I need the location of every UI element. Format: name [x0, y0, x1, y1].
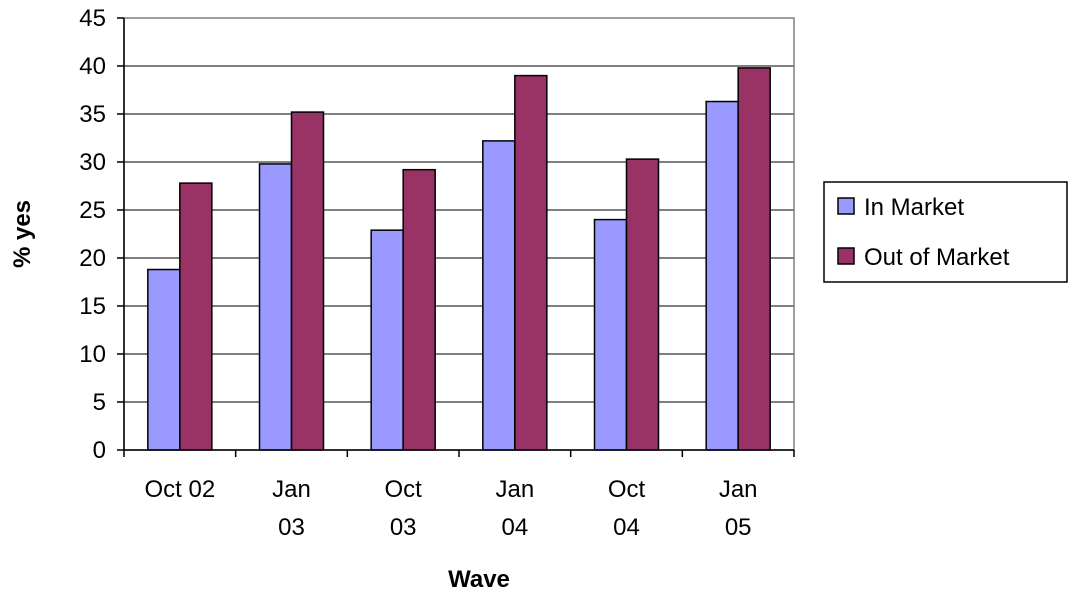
plot-area-frame	[123, 17, 795, 451]
x-tick-label-line: Oct	[384, 476, 422, 503]
bar-in-market	[482, 140, 516, 451]
x-tick-label-line: 03	[390, 514, 417, 541]
bar-out-of-market	[290, 111, 325, 451]
legend: In Market Out of Market	[823, 181, 1068, 283]
x-tick-label: Jan 05	[719, 476, 758, 541]
x-tick-label: Jan 03	[272, 476, 311, 541]
x-tick-label: Oct 04	[608, 476, 646, 541]
x-tick-label-line: 05	[725, 514, 752, 541]
y-tick-label: 20	[79, 245, 106, 272]
x-tick-label-line: 04	[501, 514, 528, 541]
y-axis-title: % yes	[9, 200, 36, 268]
y-tick-label: 15	[79, 293, 106, 320]
y-tick-label: 0	[93, 437, 106, 464]
x-axis-title: Wave	[448, 566, 510, 593]
bars	[147, 67, 771, 451]
y-tick-label: 40	[79, 53, 106, 80]
legend-label: In Market	[864, 194, 964, 221]
x-tick-label-line: 03	[278, 514, 305, 541]
x-tick-label: Oct 03	[384, 476, 422, 541]
x-tick-label-line: Jan	[495, 476, 534, 503]
legend-swatch	[837, 247, 855, 265]
bar-out-of-market	[514, 74, 548, 451]
bar-out-of-market	[402, 168, 436, 451]
x-tick-label-line: Oct	[608, 476, 646, 503]
y-tick-label: 30	[79, 149, 106, 176]
y-tick-label: 25	[79, 197, 106, 224]
x-axis: Oct 02 Jan 03 Oct 03 Jan 04 Oct 04 Jan 05	[123, 449, 795, 541]
bar-in-market	[705, 100, 739, 451]
x-tick-label: Jan 04	[495, 476, 534, 541]
y-axis: 0 5 10 15 20 25 30 35 40 45	[79, 5, 125, 464]
y-tick-label: 35	[79, 101, 106, 128]
legend-label: Out of Market	[864, 244, 1010, 271]
bar-out-of-market	[625, 158, 660, 451]
bar-in-market	[370, 229, 404, 451]
bar-in-market	[593, 218, 628, 451]
y-tick-label: 45	[79, 5, 106, 32]
legend-box	[823, 181, 1068, 283]
bar-out-of-market	[737, 67, 771, 451]
bar-out-of-market	[179, 182, 213, 451]
x-tick-label-line: Jan	[719, 476, 758, 503]
x-tick-label-line: 04	[613, 514, 640, 541]
gridlines	[124, 17, 794, 403]
bar-in-market	[147, 268, 181, 451]
y-tick-label: 5	[93, 389, 106, 416]
bar-in-market	[258, 163, 293, 451]
x-tick-label-line: Oct 02	[144, 476, 215, 503]
y-tick-label: 10	[79, 341, 106, 368]
x-tick-label-line: Jan	[272, 476, 311, 503]
legend-swatch	[837, 197, 855, 215]
x-tick-label: Oct 02	[144, 476, 215, 503]
